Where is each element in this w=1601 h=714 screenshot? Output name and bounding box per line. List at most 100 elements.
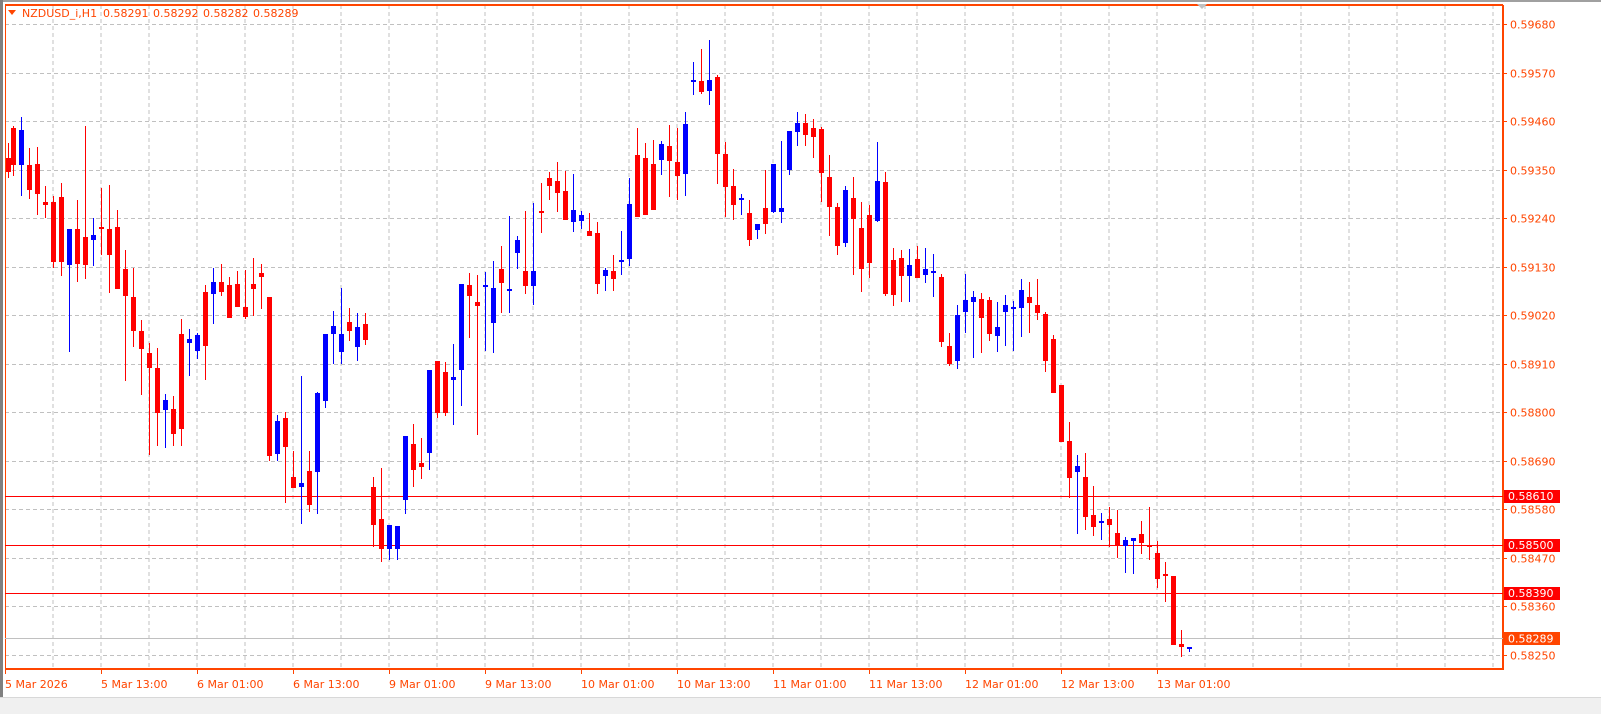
candle xyxy=(531,203,536,305)
symbol-label: NZDUSD_i,H1 xyxy=(22,7,97,20)
candle xyxy=(1179,630,1184,657)
candle-body xyxy=(251,284,256,289)
current-price-tag-label: 0.58289 xyxy=(1508,633,1554,646)
plot-border xyxy=(5,5,1504,670)
time-label: 13 Mar 01:00 xyxy=(1157,678,1230,691)
candle-body xyxy=(803,123,808,135)
candle-body xyxy=(931,271,936,273)
candle xyxy=(715,75,720,184)
candle-body xyxy=(259,273,264,277)
level-price-tag[interactable] xyxy=(1504,587,1560,600)
price-label: 0.58250 xyxy=(1510,650,1556,663)
candle-body xyxy=(371,487,376,525)
candle xyxy=(1051,335,1056,393)
candle xyxy=(563,171,568,220)
time-label: 12 Mar 01:00 xyxy=(965,678,1038,691)
candle-body xyxy=(83,237,88,265)
candle-body xyxy=(539,211,544,213)
candle-body xyxy=(323,334,328,401)
time-label: 5 Mar 13:00 xyxy=(101,678,167,691)
candle xyxy=(331,311,336,364)
candle-body xyxy=(35,164,40,194)
candle xyxy=(1171,576,1176,645)
candle xyxy=(6,143,11,178)
candle xyxy=(915,246,920,278)
candle-body xyxy=(747,213,752,240)
candle xyxy=(907,249,912,302)
price-label: 0.59020 xyxy=(1510,310,1556,323)
candle xyxy=(307,451,312,512)
candle-body xyxy=(195,335,200,351)
candle xyxy=(235,271,240,307)
candle-body xyxy=(979,299,984,318)
candle-body xyxy=(1091,515,1096,527)
candle-body xyxy=(1139,534,1144,543)
candle-body xyxy=(627,204,632,259)
candle-body xyxy=(147,353,152,368)
candle-body xyxy=(579,215,584,221)
candle xyxy=(603,268,608,291)
candle-body xyxy=(411,444,416,470)
candle xyxy=(691,62,696,95)
candle xyxy=(355,313,360,361)
candle-body xyxy=(827,177,832,207)
candle-body xyxy=(75,229,80,264)
candle-body xyxy=(1115,533,1120,546)
candle-body xyxy=(499,269,504,283)
time-axis[interactable]: 5 Mar 2026 5 Mar 13:00 6 Mar 01:00 6 Mar 13… xyxy=(5,669,1230,691)
horizontal-levels[interactable] xyxy=(5,496,1503,639)
price-label: 0.58690 xyxy=(1510,456,1556,469)
candle xyxy=(787,131,792,175)
candle xyxy=(675,128,680,200)
candle-body xyxy=(867,215,872,263)
candle-body xyxy=(1131,538,1136,541)
price-label: 0.59570 xyxy=(1510,68,1556,81)
candle-body xyxy=(1059,385,1064,442)
candle xyxy=(683,112,688,196)
candle xyxy=(131,268,136,347)
candle-body xyxy=(347,322,352,331)
level-price-tag[interactable] xyxy=(1504,490,1560,503)
candle-body xyxy=(531,271,536,286)
price-label: 0.59350 xyxy=(1510,165,1556,178)
candle-body xyxy=(947,346,952,364)
candle xyxy=(1147,507,1152,560)
candle xyxy=(843,186,848,247)
candle xyxy=(635,128,640,217)
candle-body xyxy=(699,81,704,92)
candle-body xyxy=(19,130,24,165)
candle xyxy=(419,438,424,479)
price-label: 0.59130 xyxy=(1510,262,1556,275)
candle xyxy=(931,254,936,297)
candle xyxy=(707,40,712,105)
candle xyxy=(995,302,1000,352)
candle-body xyxy=(595,233,600,284)
price-label: 0.58910 xyxy=(1510,359,1556,372)
candle-body xyxy=(1003,305,1008,312)
candle-body xyxy=(475,302,480,306)
candle-body xyxy=(1147,545,1152,547)
candle-body xyxy=(51,202,56,262)
level-price-tag[interactable] xyxy=(1504,539,1560,552)
price-axis[interactable]: 0.59680 0.59570 0.59460 0.59350 0.59240 0.591… xyxy=(1503,19,1560,663)
price-label: 0.59240 xyxy=(1510,213,1556,226)
candle xyxy=(467,273,472,338)
candle xyxy=(883,172,888,296)
candle-body xyxy=(547,178,552,186)
candle xyxy=(779,141,784,223)
shift-marker-icon[interactable] xyxy=(1197,4,1207,9)
candle-body xyxy=(1075,466,1080,472)
candle xyxy=(619,231,624,275)
candle-body xyxy=(963,300,968,312)
candle xyxy=(35,147,40,215)
candle-body xyxy=(995,327,1000,336)
dropdown-triangle-icon[interactable] xyxy=(8,10,16,15)
candle-body xyxy=(419,463,424,467)
level-price-tag-label: 0.58500 xyxy=(1508,539,1554,552)
candle xyxy=(955,305,960,369)
candle-body xyxy=(291,477,296,488)
candle-body xyxy=(675,162,680,176)
candle xyxy=(251,258,256,316)
candle-body xyxy=(219,282,224,292)
